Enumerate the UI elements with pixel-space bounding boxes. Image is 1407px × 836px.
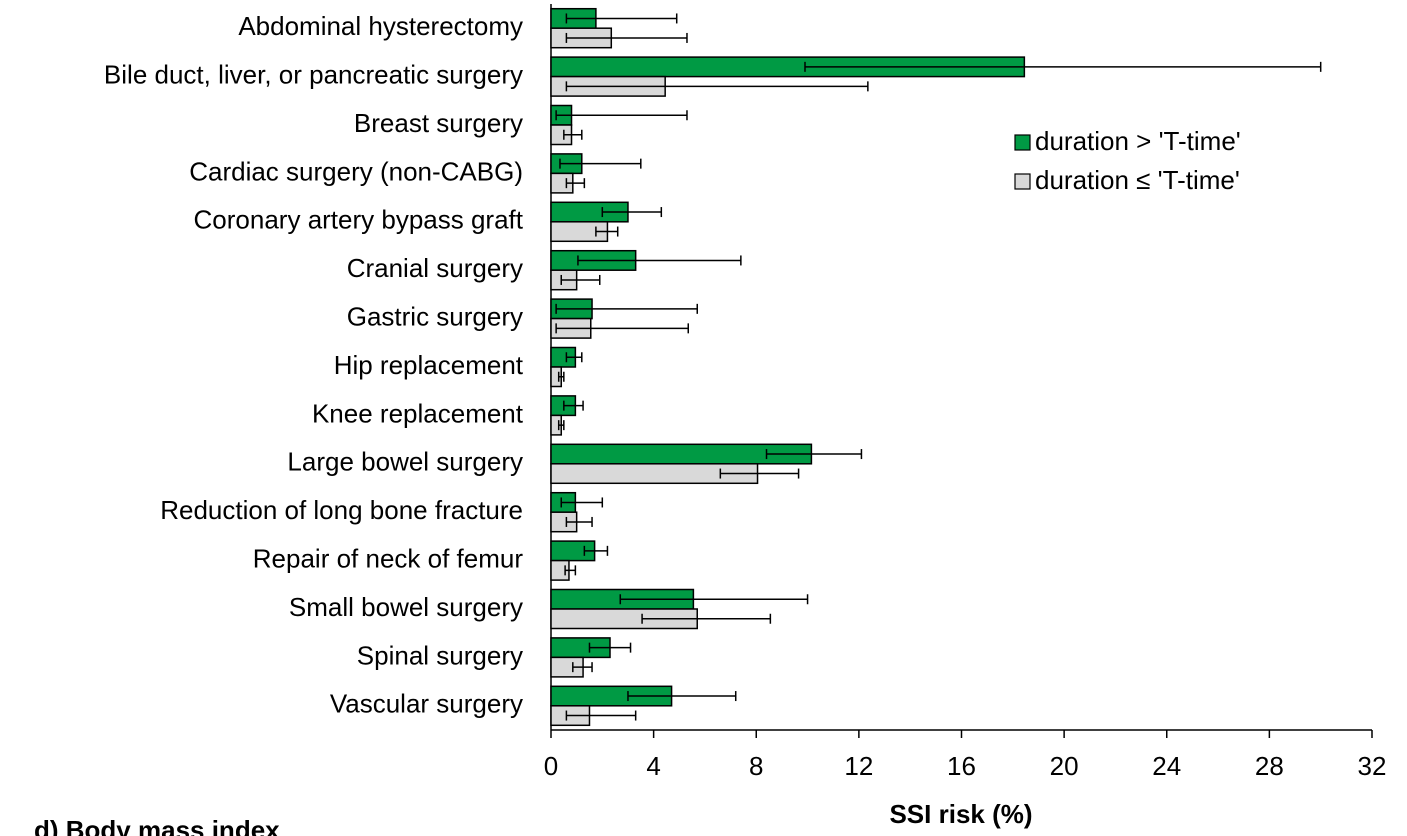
y-tick-label: Hip replacement [334, 350, 524, 380]
x-tick-label: 16 [947, 751, 976, 781]
y-tick-label: Gastric surgery [347, 301, 523, 331]
y-tick-label: Reduction of long bone fracture [160, 495, 523, 525]
x-tick-label: 0 [544, 751, 558, 781]
y-tick-label: Bile duct, liver, or pancreatic surgery [104, 59, 523, 89]
y-tick-label: Large bowel surgery [287, 447, 523, 477]
y-tick-label: Knee replacement [312, 398, 524, 428]
legend-label: duration > 'T-time' [1035, 126, 1241, 156]
x-tick-label: 20 [1050, 751, 1079, 781]
legend-swatch [1014, 173, 1031, 190]
legend-label: duration ≤ 'T-time' [1035, 165, 1240, 195]
y-tick-label: Repair of neck of femur [253, 543, 524, 573]
y-tick-label: Vascular surgery [330, 689, 523, 719]
legend-swatch [1014, 134, 1031, 151]
x-tick-label: 28 [1255, 751, 1284, 781]
x-tick-label: 32 [1358, 751, 1387, 781]
x-tick-label: 24 [1152, 751, 1181, 781]
panel-label: d) Body mass index [34, 815, 280, 836]
y-tick-label: Cranial surgery [347, 253, 523, 283]
y-tick-label: Breast surgery [354, 108, 523, 138]
y-tick-label: Small bowel surgery [289, 592, 523, 622]
y-tick-label: Abdominal hysterectomy [238, 11, 523, 41]
x-tick-label: 12 [844, 751, 873, 781]
y-tick-label: Spinal surgery [357, 640, 523, 670]
x-axis-title: SSI risk (%) [889, 799, 1032, 829]
y-tick-label: Coronary artery bypass graft [194, 205, 524, 235]
x-tick-label: 8 [749, 751, 763, 781]
y-tick-label: Cardiac surgery (non-CABG) [189, 156, 523, 186]
x-tick-label: 4 [646, 751, 660, 781]
